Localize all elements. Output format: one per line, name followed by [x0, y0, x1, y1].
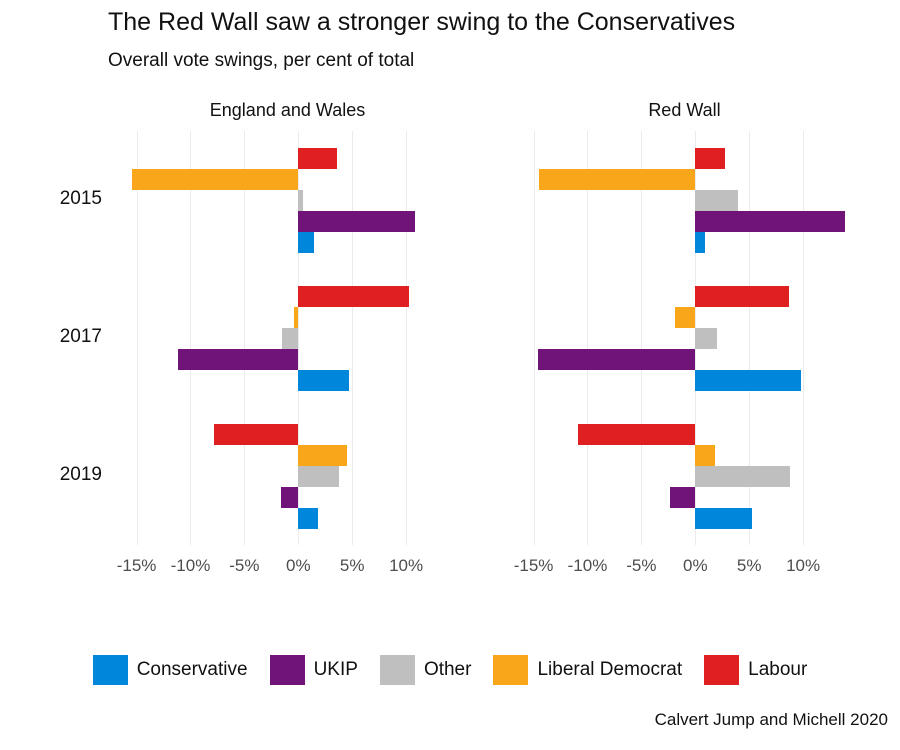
- legend-item-ukip[interactable]: UKIP: [269, 655, 358, 685]
- chart-subtitle: Overall vote swings, per cent of total: [108, 50, 415, 71]
- legend-item-other[interactable]: Other: [379, 655, 472, 685]
- gridline-10: [406, 131, 408, 545]
- bar-red-wall-2019-labour: [577, 423, 696, 445]
- legend-label-other: Other: [423, 659, 472, 680]
- legend-label-ukip: UKIP: [313, 659, 358, 680]
- legend-item-libdem[interactable]: Liberal Democrat: [493, 655, 682, 685]
- x-tick-label: -15%: [116, 556, 157, 575]
- bar-red-wall-2017-labour: [695, 285, 790, 307]
- gridline-5: [749, 131, 751, 545]
- x-tick-label: -10%: [567, 556, 608, 575]
- legend-swatch-conservative: [92, 655, 128, 685]
- gridline-10: [803, 131, 805, 545]
- legend-item-labour[interactable]: Labour: [704, 655, 807, 685]
- x-tick-label: -5%: [626, 556, 657, 575]
- x-tick-label: 5%: [736, 556, 762, 575]
- bar-england-and-wales-2019-labour: [214, 423, 299, 445]
- legend-swatch-other: [379, 655, 415, 685]
- x-tick-label: 0%: [285, 556, 311, 575]
- x-tick-label: -5%: [229, 556, 260, 575]
- bar-england-and-wales-2015-liberal-democrat: [132, 168, 299, 190]
- plot-area-england-and-wales: [115, 131, 460, 545]
- gridline-0: [298, 131, 300, 545]
- x-tick-label: 0%: [682, 556, 708, 575]
- bar-england-and-wales-2019-liberal-democrat: [298, 444, 347, 466]
- bar-red-wall-2019-ukip: [670, 486, 696, 508]
- gridline-5: [352, 131, 354, 545]
- bar-red-wall-2019-liberal-democrat: [695, 444, 715, 466]
- bar-red-wall-2017-conservative: [695, 369, 801, 391]
- bar-red-wall-2015-ukip: [695, 210, 846, 232]
- chart-title: The Red Wall saw a stronger swing to the…: [108, 8, 736, 36]
- legend-label-libdem: Liberal Democrat: [537, 659, 683, 680]
- bar-red-wall-2015-liberal-democrat: [538, 168, 696, 190]
- bar-england-and-wales-2015-conservative: [298, 231, 315, 253]
- gridline-minus15: [533, 131, 535, 545]
- bar-england-and-wales-2019-ukip: [281, 486, 299, 508]
- bar-red-wall-2019-conservative: [695, 507, 753, 529]
- gridline-minus10: [190, 131, 192, 545]
- bar-england-and-wales-2017-liberal-democrat: [293, 306, 299, 328]
- legend-swatch-ukip: [269, 655, 305, 685]
- y-tick-label-2015: 2015: [59, 188, 102, 209]
- x-tick-label: 5%: [339, 556, 365, 575]
- legend-swatch-labour: [704, 655, 740, 685]
- x-tick-label: 10%: [786, 556, 821, 575]
- x-tick-label: 10%: [389, 556, 424, 575]
- bar-red-wall-2015-conservative: [695, 231, 705, 253]
- bar-red-wall-2017-ukip: [537, 348, 696, 370]
- bar-england-and-wales-2017-conservative: [298, 369, 349, 391]
- bar-red-wall-2015-labour: [695, 147, 726, 169]
- gridline-minus5: [244, 131, 246, 545]
- legend-label-conservative: Conservative: [136, 659, 248, 680]
- bar-england-and-wales-2015-labour: [298, 147, 338, 169]
- y-tick-label-2017: 2017: [59, 326, 102, 347]
- bar-red-wall-2017-other: [695, 327, 717, 349]
- bar-england-and-wales-2015-other: [298, 189, 303, 211]
- gridline-minus10: [587, 131, 589, 545]
- bar-england-and-wales-2015-ukip: [298, 210, 415, 232]
- panel-title-england-and-wales: England and Wales: [209, 100, 366, 120]
- bar-england-and-wales-2017-labour: [298, 285, 410, 307]
- legend-item-conservative[interactable]: Conservative: [92, 655, 248, 685]
- x-tick-label: -15%: [513, 556, 554, 575]
- bar-red-wall-2017-liberal-democrat: [674, 306, 696, 328]
- gridline-minus5: [641, 131, 643, 545]
- legend-label-labour: Labour: [748, 659, 808, 680]
- bar-red-wall-2019-other: [695, 465, 791, 487]
- x-tick-label: -10%: [170, 556, 211, 575]
- y-tick-label-2019: 2019: [59, 464, 102, 485]
- bar-england-and-wales-2019-other: [298, 465, 340, 487]
- chart-caption: Calvert Jump and Michell 2020: [654, 710, 888, 729]
- legend-swatch-libdem: [493, 655, 529, 685]
- bar-england-and-wales-2019-conservative: [298, 507, 318, 529]
- bar-red-wall-2015-other: [695, 189, 739, 211]
- plot-area-red-wall: [512, 131, 857, 545]
- bar-england-and-wales-2017-other: [282, 327, 299, 349]
- gridline-minus15: [136, 131, 138, 545]
- chart-legend: Conservative UKIP Other Liberal Democrat Lab…: [0, 655, 900, 685]
- bar-england-and-wales-2017-ukip: [177, 348, 299, 370]
- panel-title-red-wall: Red Wall: [648, 100, 721, 120]
